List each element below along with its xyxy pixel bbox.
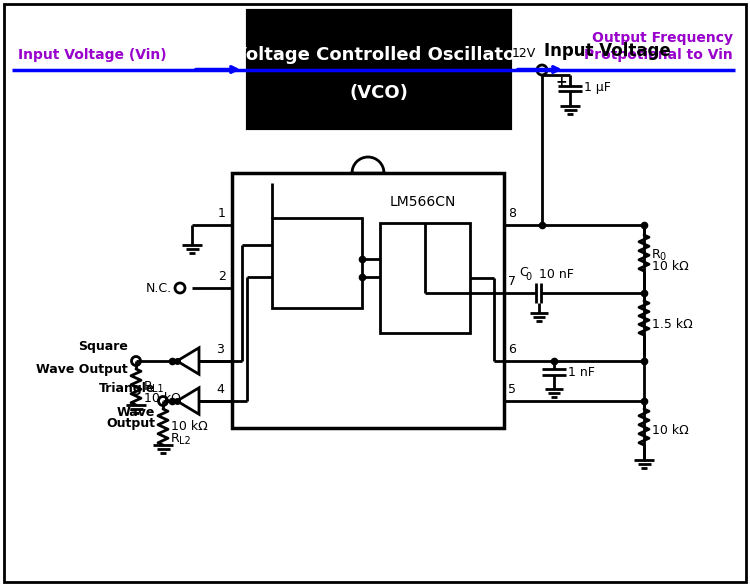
- Text: 8: 8: [508, 207, 516, 220]
- Text: R: R: [144, 380, 153, 394]
- Text: 10 kΩ: 10 kΩ: [652, 424, 688, 438]
- Text: Wave: Wave: [117, 406, 155, 419]
- Text: 3: 3: [216, 343, 224, 356]
- Text: C: C: [519, 266, 528, 279]
- Text: 0: 0: [659, 252, 665, 262]
- Text: Wave Output: Wave Output: [36, 363, 128, 376]
- Bar: [232, 173, 504, 428]
- Text: 1 nF: 1 nF: [568, 366, 595, 379]
- Text: 10 kΩ: 10 kΩ: [144, 393, 181, 406]
- Text: 12V: 12V: [512, 47, 536, 60]
- Text: 1 μF: 1 μF: [584, 81, 610, 94]
- Text: 1: 1: [218, 207, 226, 220]
- Text: Input Voltage: Input Voltage: [544, 42, 670, 60]
- Text: Voltage Controlled Oscillator: Voltage Controlled Oscillator: [233, 46, 525, 64]
- Text: 10 nF: 10 nF: [539, 268, 574, 281]
- Text: Square: Square: [78, 340, 128, 353]
- Wedge shape: [352, 157, 384, 173]
- Text: +: +: [555, 75, 567, 89]
- Text: N.C.: N.C.: [146, 281, 172, 295]
- Text: Input Voltage (Vin): Input Voltage (Vin): [18, 47, 166, 62]
- Text: 1.5 kΩ: 1.5 kΩ: [652, 318, 693, 331]
- Text: 0: 0: [525, 272, 531, 282]
- Text: 6: 6: [508, 343, 516, 356]
- Text: LM566CN: LM566CN: [389, 195, 455, 209]
- Text: Triangle: Triangle: [99, 382, 155, 395]
- Text: 5: 5: [508, 383, 516, 396]
- Bar: [272, 218, 362, 308]
- Text: R: R: [171, 432, 180, 445]
- Text: 7: 7: [508, 275, 516, 288]
- Text: 2: 2: [218, 270, 226, 283]
- Text: L1: L1: [152, 384, 164, 394]
- Bar: [248, 11, 510, 128]
- Text: Output Frequency
Protpotional to Vin: Output Frequency Protpotional to Vin: [584, 31, 733, 62]
- Text: (VCO): (VCO): [350, 84, 409, 102]
- Text: 10 kΩ: 10 kΩ: [652, 261, 688, 274]
- Text: Output: Output: [106, 417, 155, 430]
- Text: R: R: [652, 247, 661, 261]
- Text: L2: L2: [179, 436, 190, 446]
- Text: 4: 4: [216, 383, 224, 396]
- Text: 10 kΩ: 10 kΩ: [171, 421, 208, 434]
- Bar: [380, 223, 470, 333]
